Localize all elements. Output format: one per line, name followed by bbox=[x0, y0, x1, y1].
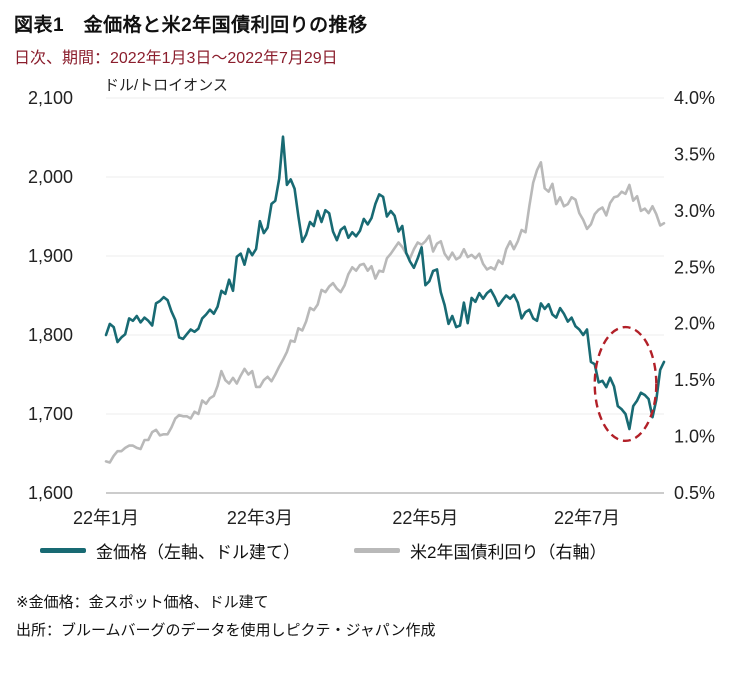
legend-item-gold: 金価格（左軸、ドル建て） bbox=[40, 538, 300, 563]
svg-text:4.0%: 4.0% bbox=[674, 88, 715, 108]
chart-page: 図表1 金価格と米2年国債利回りの推移 日次、期間：2022年1月3日～2022… bbox=[14, 15, 724, 645]
yield-line-swatch-icon bbox=[354, 548, 400, 553]
legend-item-yield: 米2年国債利回り（右軸） bbox=[354, 538, 606, 563]
svg-text:2.0%: 2.0% bbox=[674, 314, 715, 334]
svg-text:1,700: 1,700 bbox=[28, 404, 73, 424]
svg-text:3.0%: 3.0% bbox=[674, 201, 715, 221]
svg-text:1.5%: 1.5% bbox=[674, 370, 715, 390]
footnote-source: 出所：ブルームバーグのデータを使用しピクテ・ジャパン作成 bbox=[16, 621, 436, 639]
chart-legend: 金価格（左軸、ドル建て） 米2年国債利回り（右軸） bbox=[14, 538, 724, 563]
chart-subtitle: 日次、期間：2022年1月3日～2022年7月29日 bbox=[14, 50, 338, 67]
svg-text:1,900: 1,900 bbox=[28, 246, 73, 266]
svg-text:2.5%: 2.5% bbox=[674, 257, 715, 277]
svg-text:22年3月: 22年3月 bbox=[227, 508, 293, 528]
svg-text:2,100: 2,100 bbox=[28, 88, 73, 108]
chart-footnotes: ※金価格：金スポット価格、ドル建て 出所：ブルームバーグのデータを使用しピクテ・… bbox=[14, 589, 724, 645]
svg-text:3.5%: 3.5% bbox=[674, 144, 715, 164]
svg-text:2,000: 2,000 bbox=[28, 167, 73, 187]
svg-text:22年5月: 22年5月 bbox=[392, 508, 458, 528]
legend-label-gold: 金価格（左軸、ドル建て） bbox=[96, 543, 300, 562]
chart-svg: 2,100 2,000 1,900 1,800 1,700 1,600 4.0% 3.5% 3.… bbox=[28, 78, 715, 528]
footnote-gold-definition: ※金価格：金スポット価格、ドル建て bbox=[16, 594, 269, 611]
svg-text:0.5%: 0.5% bbox=[674, 483, 715, 503]
chart-area: 2,100 2,000 1,900 1,800 1,700 1,600 4.0% 3.5% 3.… bbox=[14, 78, 724, 536]
svg-text:1,800: 1,800 bbox=[28, 325, 73, 345]
svg-text:22年1月: 22年1月 bbox=[73, 508, 139, 528]
svg-text:1,600: 1,600 bbox=[28, 483, 73, 503]
gold-line-swatch-icon bbox=[40, 548, 86, 553]
legend-label-yield: 米2年国債利回り（右軸） bbox=[410, 543, 607, 562]
svg-text:1.0%: 1.0% bbox=[674, 427, 715, 447]
svg-text:22年7月: 22年7月 bbox=[554, 508, 620, 528]
chart-title: 図表1 金価格と米2年国債利回りの推移 bbox=[14, 15, 368, 36]
svg-text:ドル/トロイオンス: ドル/トロイオンス bbox=[104, 78, 228, 94]
